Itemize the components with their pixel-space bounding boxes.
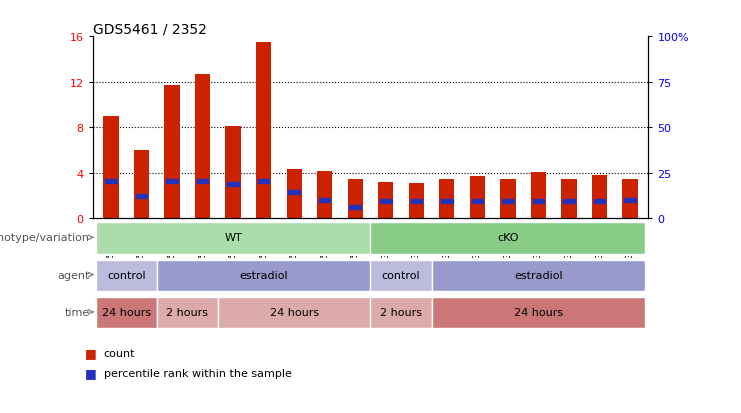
Bar bbox=[409, 184, 424, 219]
Bar bbox=[592, 176, 607, 219]
Bar bbox=[157, 260, 370, 292]
Bar bbox=[470, 177, 485, 219]
Text: 2 hours: 2 hours bbox=[166, 307, 208, 317]
Bar bbox=[166, 179, 178, 183]
Bar bbox=[411, 200, 422, 204]
Bar bbox=[96, 297, 157, 329]
Bar bbox=[531, 172, 546, 219]
Bar bbox=[103, 116, 119, 219]
Text: WT: WT bbox=[225, 233, 242, 243]
Bar bbox=[380, 200, 391, 204]
Text: ■: ■ bbox=[85, 347, 97, 360]
Bar bbox=[378, 183, 393, 219]
Bar bbox=[533, 200, 544, 204]
Bar bbox=[134, 151, 149, 219]
Bar bbox=[431, 297, 645, 329]
Bar bbox=[96, 260, 157, 292]
Text: control: control bbox=[107, 270, 145, 280]
Bar bbox=[441, 200, 453, 204]
Bar bbox=[439, 179, 454, 219]
Text: cKO: cKO bbox=[497, 233, 519, 243]
Bar bbox=[227, 183, 239, 187]
Bar bbox=[256, 43, 271, 219]
Bar bbox=[622, 179, 638, 219]
Bar bbox=[317, 171, 332, 219]
Text: 24 hours: 24 hours bbox=[102, 307, 150, 317]
Bar bbox=[431, 260, 645, 292]
Bar bbox=[218, 297, 370, 329]
Text: 2 hours: 2 hours bbox=[380, 307, 422, 317]
Bar bbox=[165, 86, 179, 219]
Text: ■: ■ bbox=[85, 366, 97, 380]
Bar bbox=[502, 200, 514, 204]
Text: count: count bbox=[104, 348, 136, 358]
Bar bbox=[624, 199, 636, 203]
Text: time: time bbox=[64, 307, 90, 317]
Bar bbox=[348, 179, 363, 219]
Bar bbox=[96, 223, 370, 254]
Bar bbox=[288, 191, 300, 195]
Bar bbox=[471, 200, 483, 204]
Bar bbox=[562, 179, 576, 219]
Bar bbox=[594, 200, 605, 204]
Text: estradiol: estradiol bbox=[239, 270, 288, 280]
Text: GDS5461 / 2352: GDS5461 / 2352 bbox=[93, 22, 207, 36]
Bar bbox=[105, 179, 117, 183]
Text: genotype/variation: genotype/variation bbox=[0, 233, 90, 243]
Bar bbox=[500, 179, 516, 219]
Bar bbox=[136, 194, 147, 198]
Bar bbox=[370, 260, 431, 292]
Bar bbox=[287, 170, 302, 219]
Text: 24 hours: 24 hours bbox=[270, 307, 319, 317]
Text: control: control bbox=[382, 270, 420, 280]
Bar bbox=[157, 297, 218, 329]
Text: 24 hours: 24 hours bbox=[514, 307, 563, 317]
Bar bbox=[370, 297, 431, 329]
Bar bbox=[563, 200, 575, 204]
Bar bbox=[350, 206, 361, 209]
Bar bbox=[197, 179, 208, 183]
Bar bbox=[319, 199, 330, 203]
Text: agent: agent bbox=[58, 270, 90, 280]
Bar bbox=[195, 75, 210, 219]
Bar bbox=[370, 223, 645, 254]
Text: estradiol: estradiol bbox=[514, 270, 562, 280]
Bar bbox=[225, 127, 241, 219]
Bar bbox=[258, 179, 270, 183]
Text: percentile rank within the sample: percentile rank within the sample bbox=[104, 368, 292, 378]
